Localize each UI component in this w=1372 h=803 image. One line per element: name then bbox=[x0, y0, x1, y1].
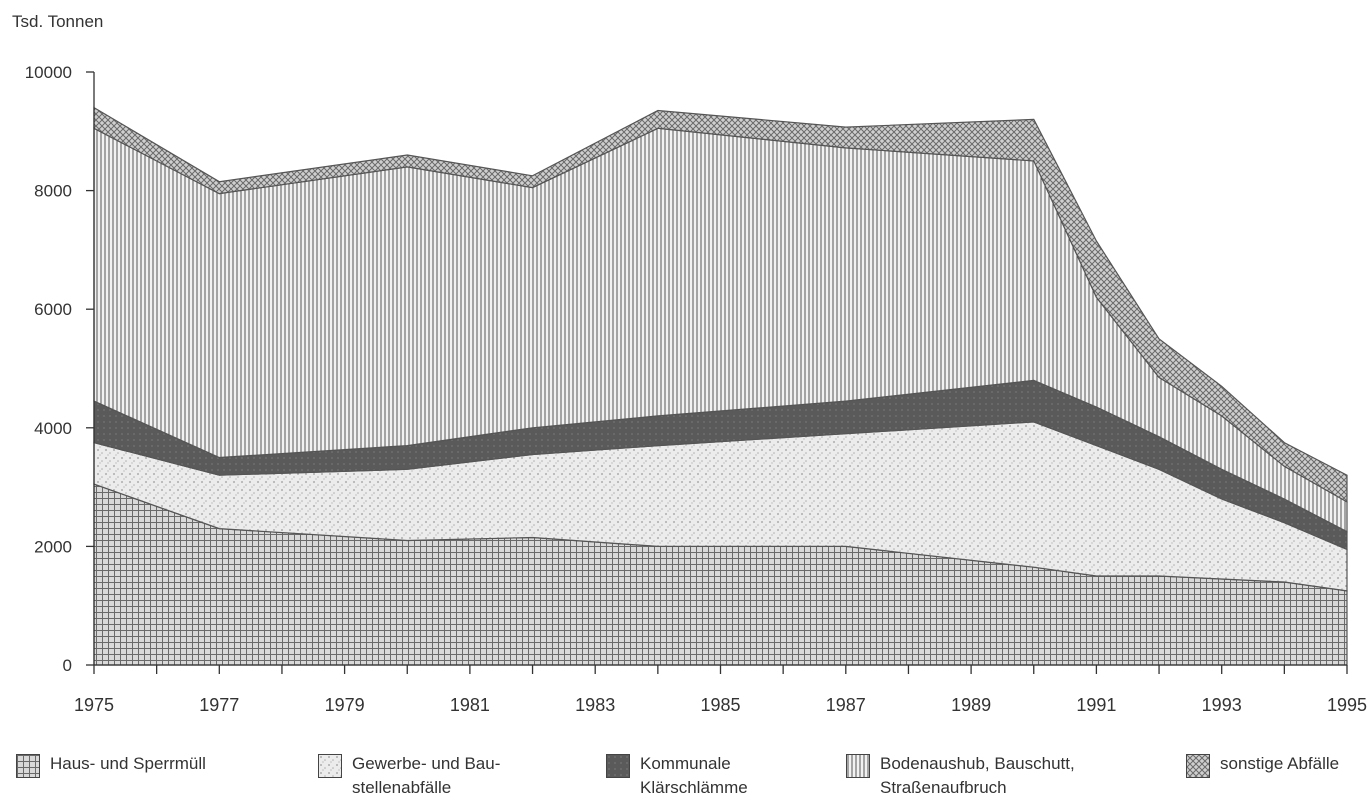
x-tick-label: 1979 bbox=[325, 695, 365, 715]
x-tick-label: 1985 bbox=[700, 695, 740, 715]
y-tick-label: 2000 bbox=[34, 537, 72, 556]
x-tick-label: 1987 bbox=[826, 695, 866, 715]
legend-swatch-haus bbox=[16, 754, 40, 778]
y-tick-label: 6000 bbox=[34, 300, 72, 319]
legend-label-boden: Bodenaushub, Bauschutt, Straßenaufbruch bbox=[880, 754, 1075, 797]
legend-item-haus: Haus- und Sperrmüll bbox=[16, 752, 206, 778]
legend-swatch-klaer bbox=[606, 754, 630, 778]
legend-item-boden: Bodenaushub, Bauschutt, Straßenaufbruch bbox=[846, 752, 1075, 800]
legend-label-klaer: Kommunale Klärschlämme bbox=[640, 754, 748, 797]
x-tick-label: 1981 bbox=[450, 695, 490, 715]
legend-item-klaer: Kommunale Klärschlämme bbox=[606, 752, 748, 800]
y-tick-label: 4000 bbox=[34, 419, 72, 438]
y-tick-label: 0 bbox=[63, 656, 72, 675]
legend-swatch-gewerbe bbox=[318, 754, 342, 778]
legend-label-gewerbe: Gewerbe- und Bau- stellenabfälle bbox=[352, 754, 501, 797]
legend-swatch-sonst bbox=[1186, 754, 1210, 778]
legend-item-sonst: sonstige Abfälle bbox=[1186, 752, 1339, 778]
x-tick-label: 1977 bbox=[199, 695, 239, 715]
y-axis-label: Tsd. Tonnen bbox=[12, 12, 104, 31]
area-sonst bbox=[93, 106, 1348, 503]
y-tick-label: 10000 bbox=[25, 63, 72, 82]
y-tick-label: 8000 bbox=[34, 182, 72, 201]
legend-item-gewerbe: Gewerbe- und Bau- stellenabfälle bbox=[318, 752, 500, 800]
x-tick-label: 1989 bbox=[951, 695, 991, 715]
legend: Haus- und Sperrmüll Gewerbe- und Bau- st… bbox=[0, 752, 1372, 803]
legend-label-haus: Haus- und Sperrmüll bbox=[50, 754, 206, 773]
legend-label-sonst: sonstige Abfälle bbox=[1220, 754, 1340, 773]
x-tick-label: 1993 bbox=[1202, 695, 1242, 715]
legend-swatch-boden bbox=[846, 754, 870, 778]
stacked-area-chart: 0 2000 4000 6000 8000 10000 1975 1977 1979 1981 19… bbox=[25, 63, 1367, 715]
x-tick-label: 1983 bbox=[575, 695, 615, 715]
x-tick-label: 1991 bbox=[1076, 695, 1116, 715]
x-tick-label: 1975 bbox=[74, 695, 114, 715]
x-tick-label: 1995 bbox=[1327, 695, 1367, 715]
